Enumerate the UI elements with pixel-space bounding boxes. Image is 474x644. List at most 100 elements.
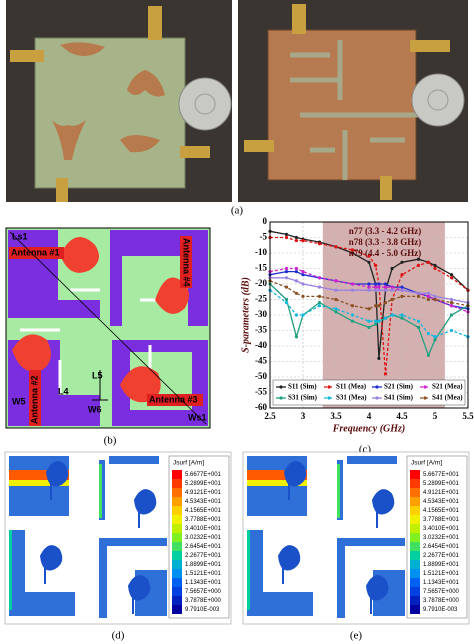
x-tick-label: 5.5 xyxy=(462,411,474,421)
data-point xyxy=(426,260,430,264)
color-swatch xyxy=(172,605,182,614)
current-map: Jsurf [A/m] 5.6677E+001 5.2899E+001 4.9121E… xyxy=(242,451,470,625)
data-point xyxy=(367,288,371,292)
data-point xyxy=(449,297,454,302)
data-point xyxy=(400,288,404,292)
y-axis-label: S-parameters (dB) xyxy=(240,277,251,353)
legend-value: 3.0232E+001 xyxy=(423,535,460,541)
y-tick-label: -15 xyxy=(255,263,267,273)
data-point xyxy=(350,319,355,323)
color-swatch xyxy=(172,587,182,596)
data-point xyxy=(377,282,381,286)
legend-value: 3.4010E+001 xyxy=(423,526,460,532)
x-tick-label: 4.5 xyxy=(396,411,408,421)
antenna-label: Antenna #4 xyxy=(182,238,192,287)
legend-marker xyxy=(375,396,379,400)
y-tick-label: -50 xyxy=(255,371,267,381)
layout-diagram xyxy=(5,227,211,429)
data-point xyxy=(374,322,378,326)
caption: (a) xyxy=(231,205,244,217)
color-swatch xyxy=(172,551,182,560)
data-point xyxy=(400,294,404,298)
y-tick-label: 0 xyxy=(263,216,268,226)
data-point xyxy=(301,239,305,243)
ground-region xyxy=(337,538,345,618)
legend-value: 4.9121E+001 xyxy=(185,490,222,496)
data-point xyxy=(433,297,437,302)
caption: (b) xyxy=(104,435,117,447)
dim-label: L4 xyxy=(58,386,69,396)
legend-marker xyxy=(327,385,331,389)
legend-label: S21 (Mea) xyxy=(432,383,463,391)
legend-title: Jsurf [A/m] xyxy=(173,460,204,467)
data-point xyxy=(383,301,388,305)
legend-value: 3.7878E+000 xyxy=(423,598,460,604)
data-point xyxy=(284,270,289,274)
x-tick-label: 4 xyxy=(367,411,372,421)
data-point xyxy=(334,279,338,283)
data-point xyxy=(350,282,355,286)
color-swatch xyxy=(172,515,182,524)
data-point xyxy=(449,304,454,308)
data-point xyxy=(374,304,378,308)
data-point xyxy=(400,273,404,277)
ground-region xyxy=(263,592,313,616)
data-point xyxy=(449,276,454,280)
ground-region xyxy=(247,530,263,616)
color-swatch xyxy=(410,488,420,497)
legend-value: 1.5121E+001 xyxy=(185,571,222,577)
legend-value: 4.5343E+001 xyxy=(423,499,460,505)
data-point xyxy=(433,338,437,342)
color-swatch xyxy=(172,470,182,479)
legend-value: 9.7910E-003 xyxy=(185,607,220,613)
legend-value: 1.8899E+001 xyxy=(185,562,222,568)
data-point xyxy=(284,285,289,289)
color-swatch xyxy=(172,479,182,488)
data-point xyxy=(383,372,388,376)
photo-right xyxy=(238,0,468,202)
ground-region xyxy=(9,530,25,616)
legend-value: 4.5343E+001 xyxy=(185,499,222,505)
data-point xyxy=(374,263,378,267)
hot-edge xyxy=(9,530,12,610)
color-swatch xyxy=(410,596,420,605)
data-point xyxy=(301,282,305,286)
hot-edge xyxy=(9,470,69,480)
legend-marker xyxy=(327,396,331,400)
data-point xyxy=(350,288,355,292)
data-point xyxy=(374,319,378,323)
color-swatch xyxy=(172,488,182,497)
legend-value: 1.8899E+001 xyxy=(423,562,460,568)
ground-region xyxy=(107,538,167,546)
chart: -60-55-50-45-40-35-30-25-20-15-10-502.5 3… xyxy=(240,216,474,434)
data-point xyxy=(301,270,305,274)
color-swatch xyxy=(410,578,420,587)
legend-value: 4.9121E+001 xyxy=(423,490,460,496)
data-point xyxy=(294,266,298,271)
legend-label: S31 (Mea) xyxy=(336,394,367,402)
data-point xyxy=(433,335,437,339)
color-swatch xyxy=(172,596,182,605)
color-swatch xyxy=(410,524,420,533)
data-point xyxy=(416,263,421,267)
y-tick-label: -25 xyxy=(255,294,267,304)
ground-region xyxy=(345,538,405,546)
color-swatch xyxy=(410,605,420,614)
legend-label: S21 (Sim) xyxy=(384,383,414,391)
antenna-current xyxy=(133,489,157,528)
data-point xyxy=(294,291,298,295)
data-point xyxy=(377,356,381,360)
data-point xyxy=(367,307,371,311)
data-point xyxy=(284,276,289,280)
data-point xyxy=(317,276,322,280)
data-point xyxy=(433,266,437,271)
antenna-current xyxy=(371,489,395,528)
photo-left xyxy=(6,0,232,202)
data-point xyxy=(426,353,430,357)
color-swatch xyxy=(172,560,182,569)
legend-box xyxy=(272,379,466,406)
color-swatch xyxy=(410,497,420,506)
color-swatch xyxy=(172,506,182,515)
y-tick-label: -60 xyxy=(255,402,267,412)
data-point xyxy=(390,285,394,289)
